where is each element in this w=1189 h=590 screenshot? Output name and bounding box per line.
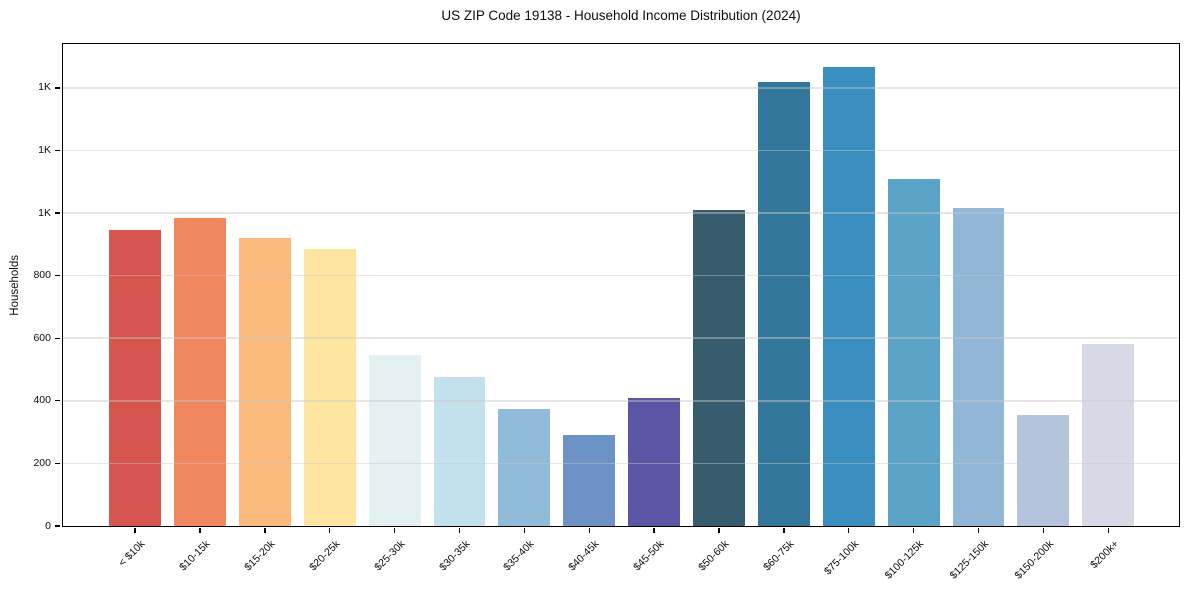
plot-area: 0 200 400 600 800 1K 1K 1K < $10k $10-15k $15-20k $… xyxy=(33,43,1180,582)
y-tick-label: 800 xyxy=(33,269,51,282)
y-tick-mark xyxy=(54,400,60,402)
y-tick-mark xyxy=(54,274,60,277)
x-tick-mark xyxy=(329,527,331,533)
y-tick-label: 1K xyxy=(38,143,51,156)
gridline xyxy=(63,212,1179,214)
x-tick-mark xyxy=(458,527,461,533)
bar-$50-60k xyxy=(693,209,745,526)
y-tick-mark xyxy=(54,212,60,214)
x-tick-label: $35-40k xyxy=(501,538,537,574)
x-tick-label: < $10k xyxy=(116,538,148,569)
x-tick-mark xyxy=(977,527,980,533)
x-tick-label: $30-35k xyxy=(436,538,472,574)
x-tick-label: $100-125k xyxy=(882,538,927,582)
bar-$30-35k xyxy=(433,377,486,526)
x-tick-label: $15-20k xyxy=(242,538,278,574)
x-tick-label: $20-25k xyxy=(306,538,343,574)
x-tick-mark xyxy=(1107,527,1110,533)
bar-$10-15k xyxy=(173,217,226,526)
x-tick-mark xyxy=(718,527,720,533)
y-tick-label: 400 xyxy=(33,394,51,407)
x-tick-mark xyxy=(264,527,266,533)
gridline xyxy=(63,149,1179,152)
bar-< $10k xyxy=(109,230,161,526)
x-tick-label: $125-150k xyxy=(947,538,992,582)
x-tick-mark xyxy=(523,527,526,533)
y-tick-label: 600 xyxy=(33,331,51,344)
x-tick-label: $75-100k xyxy=(821,538,862,578)
x-tick-label: $10-15k xyxy=(177,538,213,574)
x-tick-mark xyxy=(1042,527,1045,533)
y-axis-label: Households xyxy=(9,254,21,316)
y-tick-label: 200 xyxy=(33,456,51,469)
y-tick-label: 0 xyxy=(45,519,51,532)
bar-$100-125k xyxy=(887,178,940,526)
bar-$125-150k xyxy=(952,208,1005,526)
x-tick-label: $60-75k xyxy=(761,538,797,574)
y-tick-mark xyxy=(54,337,60,339)
y-tick-label: 1K xyxy=(38,206,51,219)
x-tick-mark xyxy=(393,527,396,533)
bar-$200k+ xyxy=(1082,344,1135,526)
gridline xyxy=(63,87,1179,89)
x-tick-mark xyxy=(783,527,785,533)
bar-$35-40k xyxy=(498,408,551,526)
x-tick-mark xyxy=(848,527,850,533)
x-tick-label: $50-60k xyxy=(696,538,732,574)
x-tick-label: $45-50k xyxy=(631,538,667,574)
chart-title: US ZIP Code 19138 - Household Income Dis… xyxy=(441,8,801,23)
bar-$20-25k xyxy=(303,249,356,526)
x-tick-mark xyxy=(653,527,655,533)
x-tick-mark xyxy=(912,527,915,533)
x-tick-mark xyxy=(588,527,590,533)
gridline xyxy=(63,274,1179,277)
y-tick-mark xyxy=(54,462,60,465)
y-tick-mark xyxy=(54,525,60,527)
bar-$60-75k xyxy=(757,81,810,526)
bar-$15-20k xyxy=(238,238,291,526)
y-axis-label-container: Households xyxy=(2,43,28,527)
bar-$25-30k xyxy=(368,355,421,526)
x-tick-label: $40-45k xyxy=(566,538,602,574)
gridline xyxy=(63,400,1179,402)
y-tick-mark xyxy=(54,87,60,89)
x-tick-label: $150-200k xyxy=(1012,538,1056,582)
gridline xyxy=(63,337,1179,339)
x-tick-mark xyxy=(134,527,136,533)
bar-$40-45k xyxy=(563,435,616,526)
bar-$75-100k xyxy=(822,67,875,526)
x-tick-label: $25-30k xyxy=(371,538,408,574)
bar-$45-50k xyxy=(628,397,681,526)
bar-$150-200k xyxy=(1017,414,1070,526)
y-tick-mark xyxy=(54,149,60,152)
x-tick-mark xyxy=(199,527,201,533)
y-tick-label: 1K xyxy=(38,81,51,94)
gridline xyxy=(63,462,1179,465)
x-tick-label: $200k+ xyxy=(1087,538,1121,572)
